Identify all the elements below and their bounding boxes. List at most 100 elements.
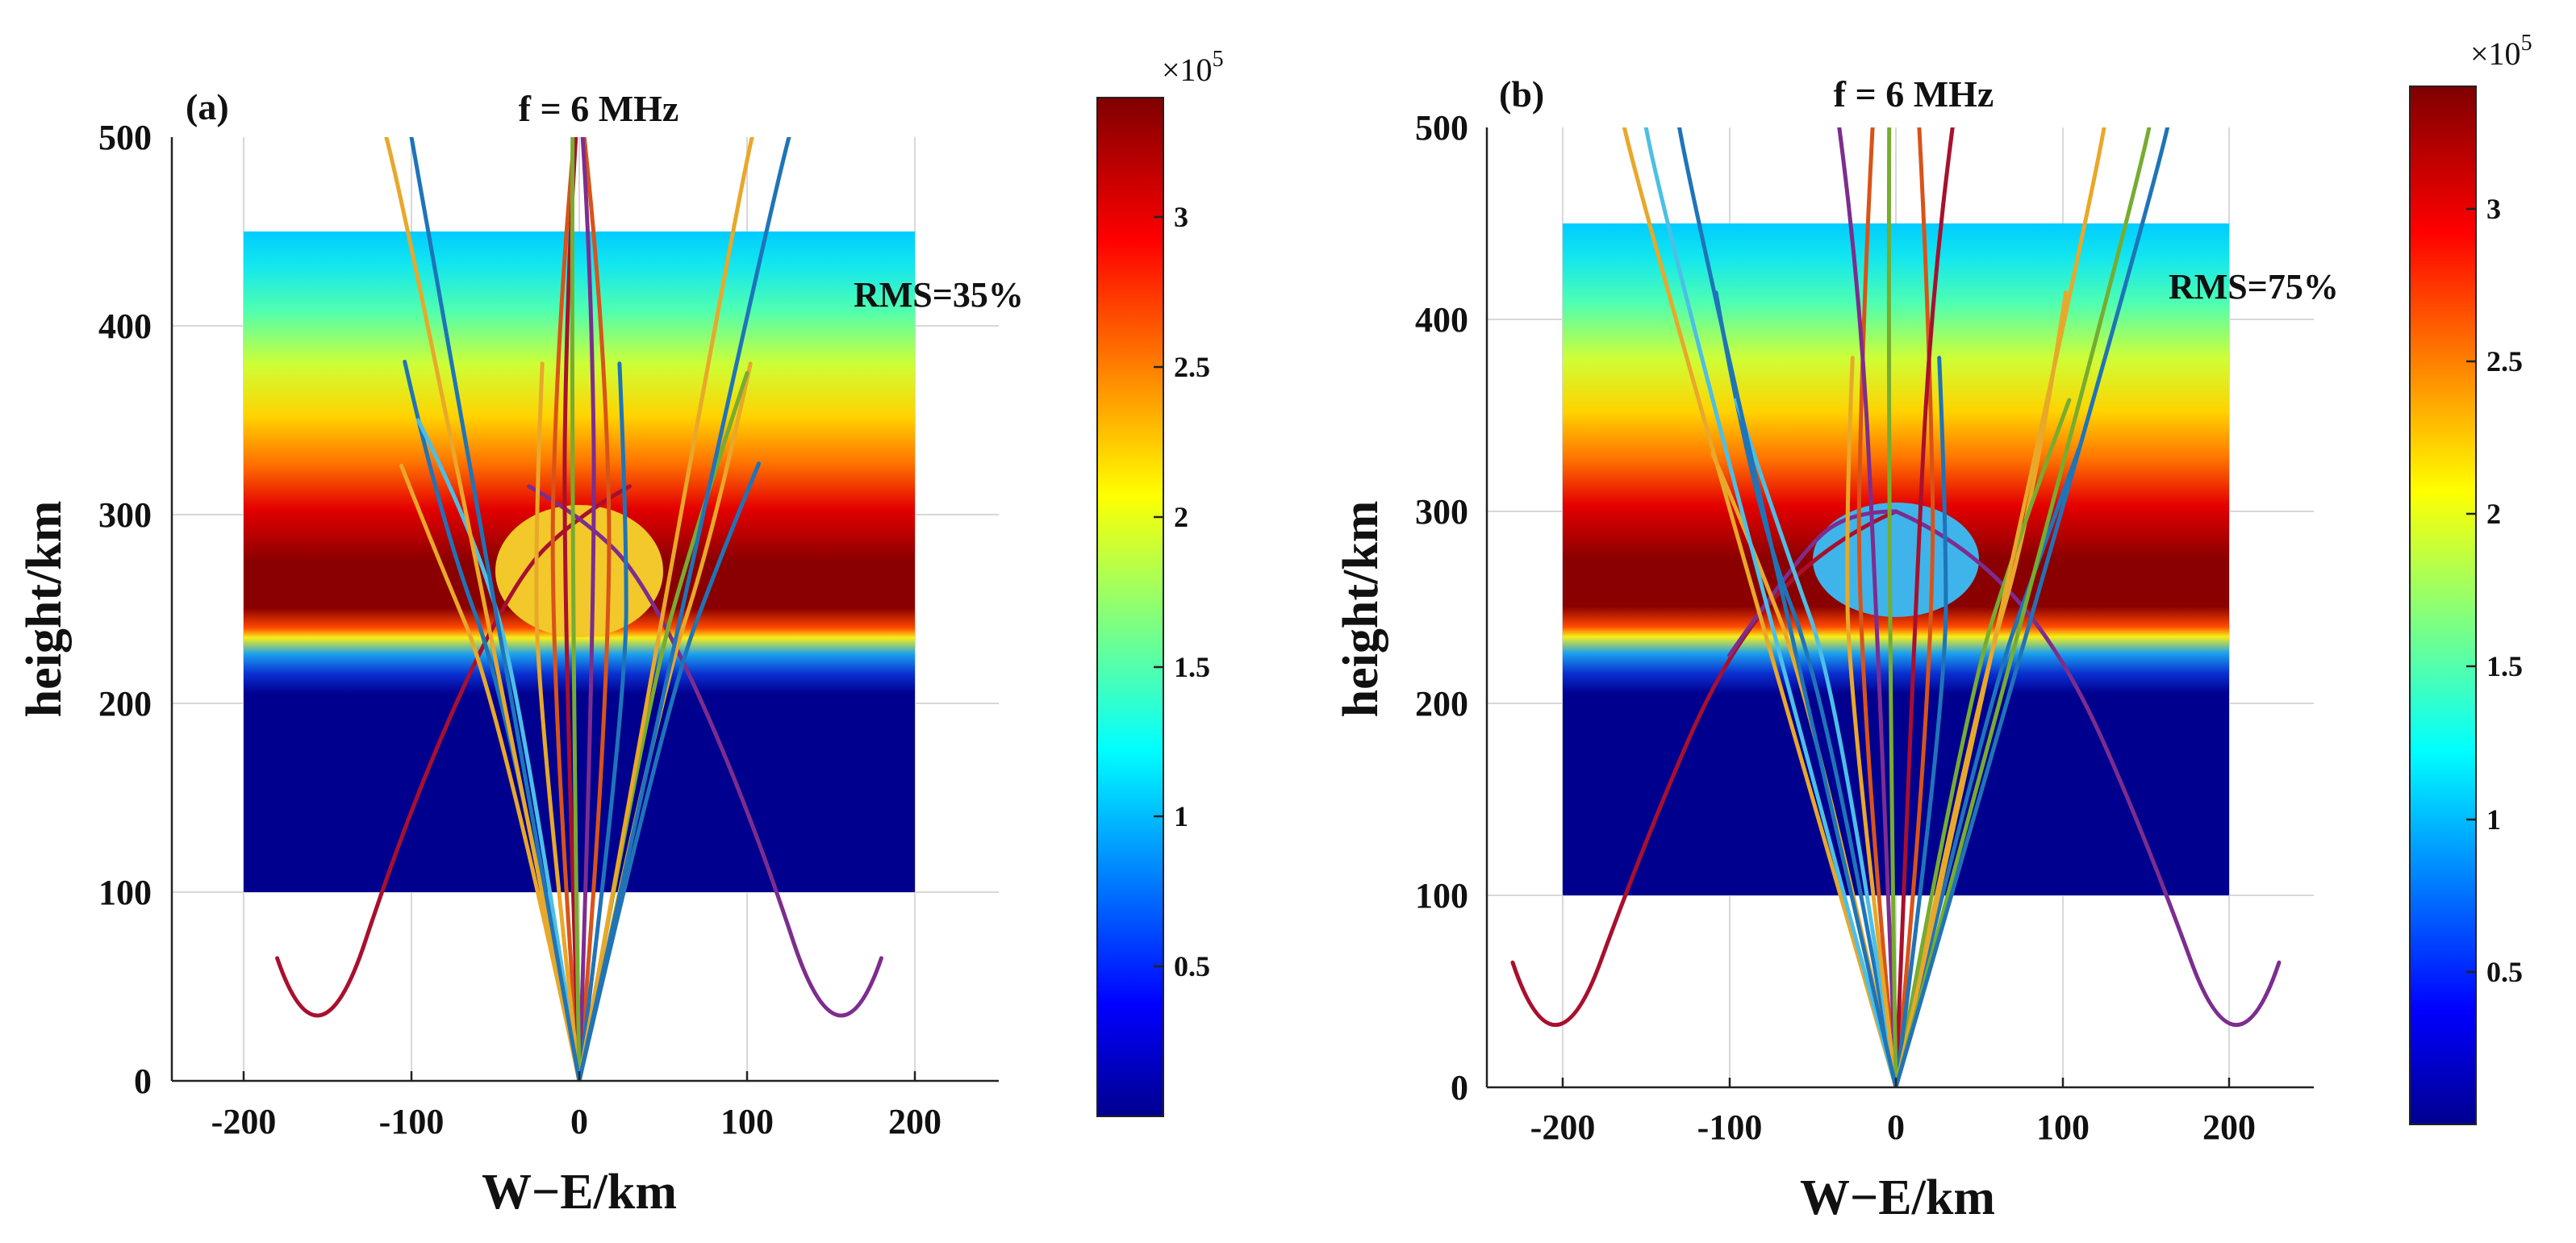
y-axis-label-a: height/km [17,501,72,718]
y-tick-label-b: 300 [1415,492,1468,532]
ray-path-b [1893,398,2072,1087]
ray-path-a [577,137,596,1081]
cb-tick-label-a: 0.5 [1174,950,1210,982]
y-tick-label-b: 500 [1415,108,1468,148]
ray-path-b [1893,509,2282,1028]
ray-path-b [1837,127,1898,1087]
ray-path-b [1893,446,2081,1087]
ray-path-a [527,484,883,1018]
x-axis-label-a: W−E/km [482,1165,677,1220]
ray-path-b [1622,127,1898,1087]
cb-tick-label-b: 1.5 [2486,650,2523,682]
ray-path-b [1893,356,1948,1087]
chart-title-a: f = 6 MHz [519,88,679,129]
ray-path-b [1893,127,1935,1087]
y-tick-label-a: 500 [98,118,152,157]
x-tick-label-a: 100 [720,1102,774,1141]
ray-path-b [1893,127,1955,1087]
ray-path-a [415,418,582,1081]
ray-path-b [1886,127,1898,1087]
ray-path-b [1845,356,1898,1087]
cb-tick-label-b: 3 [2486,193,2501,225]
x-tick-label-b: 200 [2202,1107,2256,1147]
ray-path-a [409,137,582,1081]
ray-path-a [577,137,791,1081]
y-ticks-b: 0 100 200 300 400 500 [1415,108,1468,1107]
x-tick-label-a: 0 [570,1102,588,1141]
colorbar-a-gradient [1096,97,1164,1117]
ray-path-b [1856,127,1898,1087]
ray-path-b [1677,127,1898,1087]
rays-a [275,137,883,1081]
x-ticks-b: -200 -100 0 100 200 [1530,1078,2256,1147]
y-tick-label-b: 200 [1415,684,1468,724]
y-tick-label-a: 200 [98,684,152,724]
ray-path-a [534,361,582,1081]
y-tick-label-a: 100 [98,873,152,912]
panel-a: -200 -100 0 100 200 0 100 200 300 400 50… [17,47,1224,1220]
cb-tick-label-b: 2.5 [2486,345,2523,377]
ray-path-b [1510,509,1898,1028]
cb-multiplier-base-a: ×10 [1162,52,1213,88]
y-ticks-a: 0 100 200 300 400 500 [98,118,152,1101]
cb-tick-label-a: 1 [1174,800,1188,832]
ray-path-a [577,361,628,1081]
density-bubble-b [1813,503,1979,617]
x-axis-label-b: W−E/km [1800,1170,1995,1225]
ray-path-a [570,137,582,1081]
x-tick-label-a: -200 [211,1102,277,1141]
x-tick-label-a: -100 [379,1102,445,1141]
ray-path-b [1893,127,2152,1087]
cb-tick-label-a: 3 [1174,201,1188,233]
colorbar-b-gradient [2409,86,2477,1125]
y-tick-label-a: 300 [98,495,152,535]
axes-a [170,137,999,1082]
panel-b: -200 -100 0 100 200 0 100 200 300 400 50… [1334,31,2532,1225]
ray-path-a [562,137,582,1081]
ray-path-b [1727,509,1898,657]
rms-annotation-a: RMS=35% [854,275,1024,315]
density-bubble-a [495,505,663,637]
ray-path-b [1714,290,1898,1087]
cb-tick-label-a: 1.5 [1174,651,1210,683]
x-ticks-a: -200 -100 0 100 200 [211,1071,941,1141]
y-tick-label-a: 0 [134,1062,152,1101]
chart-title-b: f = 6 MHz [1834,73,1994,115]
cb-tick-label-b: 1 [2486,803,2501,836]
x-tick-label-a: 200 [888,1102,941,1141]
x-tick-label-b: -100 [1697,1107,1763,1147]
ray-path-a [577,461,762,1081]
ray-path-a [550,137,582,1081]
axes-b [1485,127,2314,1089]
y-tick-label-b: 100 [1415,876,1468,916]
ray-path-a [399,463,582,1081]
ray-path-b [1643,127,1898,1087]
cb-multiplier-b: ×105 [2470,31,2532,72]
y-axis-label-b: height/km [1334,501,1388,718]
ray-path-a [577,137,612,1081]
cb-tick-label-b: 2 [2486,498,2501,530]
y-tick-label-a: 400 [98,307,152,346]
cb-tick-label-a: 2.5 [1174,351,1210,383]
x-tick-label-b: 0 [1887,1107,1905,1147]
x-tick-label-b: 100 [2036,1107,2090,1147]
colorbar-a: 0.5 1 1.5 2 2.5 3 ×105 [1096,47,1224,1117]
cb-multiplier-exp-a: 5 [1213,47,1224,72]
x-tick-label-b: -200 [1530,1107,1596,1147]
ray-path-b [1893,127,2106,1087]
panel-label-a: (a) [186,86,229,127]
cb-tick-label-a: 2 [1174,501,1188,533]
rms-annotation-b: RMS=75% [2169,267,2339,307]
cb-multiplier-base-b: ×10 [2470,35,2521,72]
cb-tick-label-b: 0.5 [2486,956,2523,988]
y-tick-label-b: 400 [1415,300,1468,340]
cb-multiplier-a: ×105 [1162,47,1224,88]
cb-multiplier-exp-b: 5 [2521,31,2532,56]
ray-path-a [577,137,754,1081]
ray-path-a [384,137,582,1081]
y-tick-label-b: 0 [1451,1068,1468,1107]
panel-label-b: (b) [1499,73,1544,115]
colorbar-b: 0.5 1 1.5 2 2.5 3 ×105 [2409,31,2532,1125]
rays-b [1510,127,2282,1087]
